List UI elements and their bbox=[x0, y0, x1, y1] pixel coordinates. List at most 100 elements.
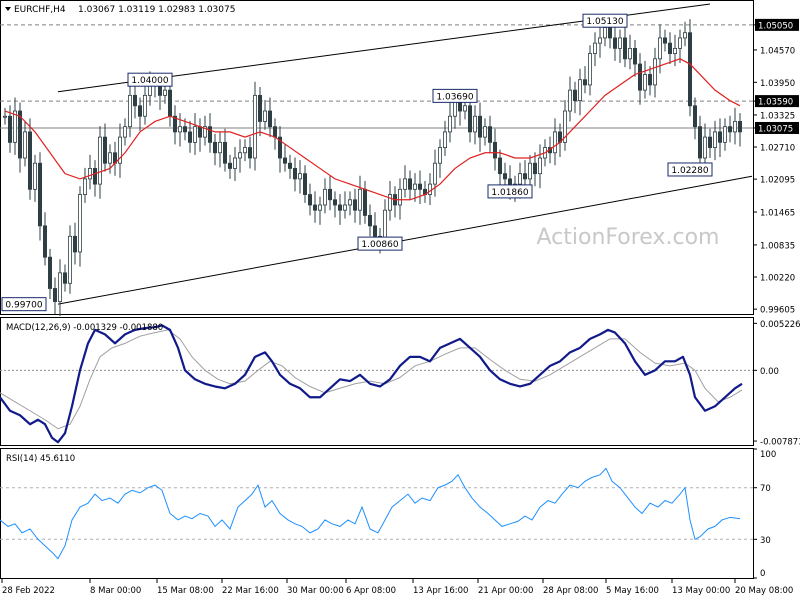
time-axis-label: 20 May 08:00 bbox=[735, 586, 793, 596]
time-axis-label: 21 Apr 00:00 bbox=[478, 586, 533, 596]
time-axis-label: 13 Apr 16:00 bbox=[413, 586, 468, 596]
candle-body bbox=[718, 131, 723, 143]
candle-body bbox=[88, 168, 93, 180]
candle-body bbox=[658, 37, 663, 60]
candle-body bbox=[568, 89, 573, 112]
price-tag-highlight bbox=[755, 121, 799, 134]
candle-body bbox=[27, 131, 32, 190]
candle-body bbox=[108, 152, 113, 164]
candle-body bbox=[123, 126, 128, 138]
channel-line bbox=[57, 175, 753, 305]
candle-body bbox=[327, 188, 332, 201]
price-axis-label: 0.99605 bbox=[760, 306, 795, 316]
price-axis-label-highlighted: 1.03590 bbox=[758, 98, 793, 108]
time-axis-label: 28 Feb 2022 bbox=[2, 586, 55, 596]
price-axis-label: 1.03950 bbox=[760, 79, 795, 89]
candle-body bbox=[93, 168, 98, 185]
candle-body bbox=[397, 188, 402, 206]
candle-body bbox=[227, 162, 232, 169]
macd-title: MACD(12,26,9) -0.001329 -0.001880 bbox=[6, 323, 163, 333]
price-axis-label: 1.02710 bbox=[760, 144, 795, 154]
time-axis-label: 28 Apr 08:00 bbox=[543, 586, 598, 596]
candle-body bbox=[693, 105, 698, 128]
candle-body bbox=[167, 89, 172, 117]
candle-body bbox=[312, 204, 317, 211]
candle-body bbox=[342, 204, 347, 211]
candle-body bbox=[518, 173, 523, 185]
candle-body bbox=[182, 126, 187, 133]
candle-body bbox=[58, 272, 63, 302]
price-annotation-box bbox=[667, 162, 713, 177]
candle-body bbox=[162, 89, 167, 96]
candle-body bbox=[118, 136, 123, 164]
chart-header: EURCHF,H4 1.03067 1.03119 1.02983 1.0307… bbox=[5, 5, 235, 15]
candle-body bbox=[683, 32, 688, 39]
time-axis-label: 22 Mar 16:00 bbox=[222, 586, 279, 596]
price-annotation-box bbox=[432, 88, 478, 103]
candle-body bbox=[33, 162, 38, 190]
candle-body bbox=[137, 105, 142, 117]
candle-body bbox=[688, 32, 693, 107]
candle-body bbox=[12, 110, 17, 143]
candle-body bbox=[232, 157, 237, 169]
price-annotation-box bbox=[1, 297, 47, 312]
candle-body bbox=[387, 194, 392, 211]
candle-body bbox=[427, 183, 432, 195]
price-panel: 0.99700 1.04000 1.00860 1.03690 1.01860 1.051… bbox=[0, 3, 753, 317]
price-annotation-label: 1.01860 bbox=[491, 188, 528, 198]
price-axis-label: 1.03325 bbox=[760, 111, 795, 121]
candle-body bbox=[272, 126, 277, 138]
candle-body bbox=[73, 235, 78, 253]
candle-body bbox=[78, 194, 83, 253]
candle-body bbox=[553, 131, 558, 154]
candle-body bbox=[382, 209, 387, 240]
price-axis-label: 1.01465 bbox=[760, 209, 795, 219]
macd-signal-line bbox=[0, 329, 743, 430]
price-annotation-label: 1.04000 bbox=[131, 76, 168, 86]
candle-body bbox=[212, 141, 217, 154]
candle-body bbox=[22, 131, 27, 159]
ohlc-readout: 1.03067 1.03119 1.02983 1.03075 bbox=[78, 5, 235, 15]
candle-body bbox=[623, 37, 628, 60]
candle-body bbox=[322, 188, 327, 206]
candle-body bbox=[588, 53, 593, 86]
candle-body bbox=[367, 215, 372, 227]
time-axis-label: 6 Apr 08:00 bbox=[346, 586, 396, 596]
candle-body bbox=[613, 37, 618, 49]
candle-body bbox=[63, 272, 68, 284]
time-axis-label: 5 May 16:00 bbox=[606, 586, 659, 596]
price-panel-frame bbox=[0, 0, 754, 315]
candle-body bbox=[407, 178, 412, 190]
price-annotation-label: 1.02280 bbox=[671, 166, 708, 176]
rsi-axis-label: 30 bbox=[760, 536, 771, 546]
macd-axis-label: 0.005226 bbox=[760, 320, 800, 330]
candle-body bbox=[7, 115, 12, 143]
candle-body bbox=[538, 157, 543, 175]
candle-body bbox=[257, 94, 262, 122]
triangle-down-icon[interactable] bbox=[5, 7, 11, 11]
candle-body bbox=[317, 204, 322, 211]
candle-body bbox=[357, 188, 362, 211]
candle-body bbox=[618, 37, 623, 49]
candle-body bbox=[653, 58, 658, 86]
time-axis-label: 8 Mar 00:00 bbox=[90, 586, 141, 596]
price-annotation-box bbox=[487, 184, 533, 199]
macd-line bbox=[0, 324, 743, 444]
candle-body bbox=[628, 47, 633, 60]
candle-body bbox=[222, 141, 227, 164]
candle-body bbox=[402, 178, 407, 190]
candle-body bbox=[38, 162, 43, 227]
candle-body bbox=[678, 37, 683, 49]
price-axis-label-highlighted: 1.05050 bbox=[758, 21, 793, 31]
candle-body bbox=[583, 79, 588, 86]
rsi-title: RSI(14) 45.6110 bbox=[6, 454, 75, 464]
candle-body bbox=[332, 199, 337, 206]
candle-body bbox=[467, 105, 472, 133]
price-annotation-label: 0.99700 bbox=[5, 301, 42, 311]
candle-body bbox=[372, 225, 377, 237]
candle-body bbox=[648, 74, 653, 86]
candle-body bbox=[282, 157, 287, 164]
candle-body bbox=[262, 110, 267, 122]
candle-body bbox=[462, 105, 467, 112]
price-annotation-box bbox=[127, 72, 173, 87]
